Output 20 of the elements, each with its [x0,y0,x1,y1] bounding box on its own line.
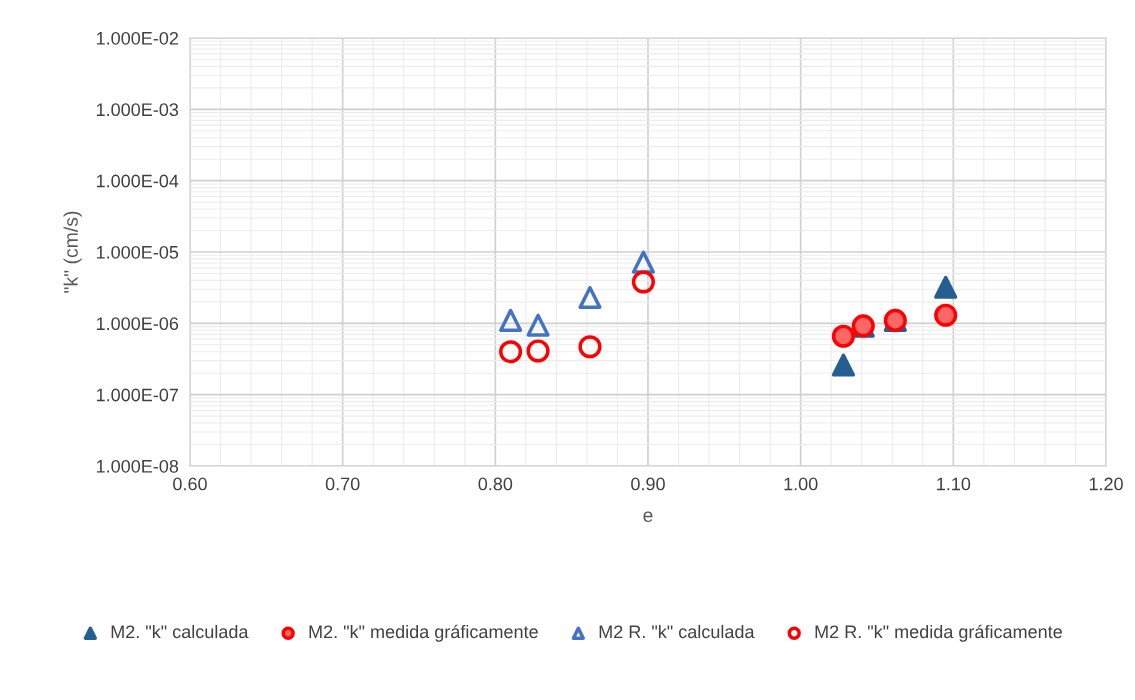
x-tick-label: 0.90 [631,477,665,491]
y-tick-label: 1.000E-04 [96,174,179,188]
x-tick-label: 1.00 [784,477,818,491]
y-tick-label: 1.000E-02 [96,31,178,45]
x-tick-label: 1.20 [1089,477,1123,491]
y-axis-title: "k" (cm/s) [63,211,82,293]
y-tick-label: 1.000E-08 [96,459,179,473]
y-tick-label: 1.000E-05 [96,245,179,259]
y-tick-label: 1.000E-07 [96,388,178,402]
x-axis-title: e [643,511,653,523]
x-tick-label: 0.60 [173,477,207,491]
legend-label: M2. "k" calculada [111,624,249,639]
legend-label: M2. "k" medida gráficamente [309,624,538,642]
legend-label: M2 R. "k" medida gráficamente [815,624,1062,642]
legend-label: M2 R. "k" calculada [599,624,755,639]
y-tick-label: 1.000E-03 [96,103,179,117]
x-tick-label: 0.80 [478,477,513,491]
x-tick-label: 0.70 [325,477,360,491]
x-tick-label: 1.10 [937,477,971,491]
y-tick-label: 1.000E-06 [96,317,179,331]
